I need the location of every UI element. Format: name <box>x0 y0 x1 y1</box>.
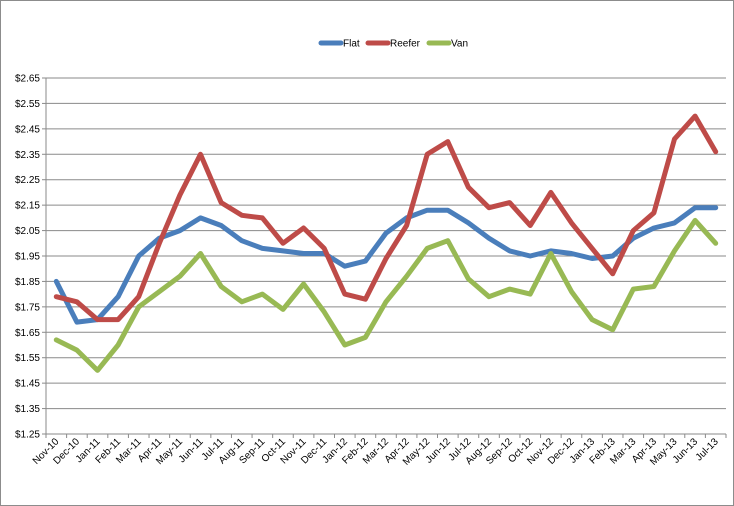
y-tick-label: $1.45 <box>15 379 40 390</box>
series-line-van <box>53 217 719 373</box>
y-tick-label: $1.75 <box>15 302 40 313</box>
y-axis-tick-labels: $2.65 $2.55 $2.45 $2.35 $2.25 $2.15 $2.05 $1.95… <box>15 74 40 441</box>
y-tick-label: $2.55 <box>15 99 40 110</box>
series-line-flat <box>53 205 719 325</box>
x-axis-tick-labels: Nov-10Dec-10Jan-11Feb-11Mar-11Apr-11May-… <box>31 436 721 468</box>
y-tick-label: $2.05 <box>15 226 40 237</box>
x-tick-label: Jul-13 <box>694 436 721 463</box>
y-tick-label: $2.35 <box>15 150 40 161</box>
series-lines <box>53 113 719 373</box>
legend-label-van: Van <box>451 39 468 50</box>
y-tick-label: $1.55 <box>15 353 40 364</box>
legend: Flat Reefer Van <box>318 39 468 50</box>
y-tick-label: $1.95 <box>15 252 40 263</box>
y-tick-label: $1.25 <box>15 430 40 441</box>
legend-label-reefer: Reefer <box>390 39 421 50</box>
y-tick-label: $1.35 <box>15 404 40 415</box>
axes <box>42 77 727 438</box>
series-line-reefer <box>53 113 719 323</box>
legend-label-flat: Flat <box>343 39 360 50</box>
y-tick-label: $2.15 <box>15 201 40 212</box>
grid-lines <box>46 77 726 435</box>
y-tick-label: $1.85 <box>15 277 40 288</box>
y-tick-label: $1.65 <box>15 328 40 339</box>
y-tick-label: $2.45 <box>15 124 40 135</box>
y-tick-label: $2.65 <box>15 74 40 85</box>
y-tick-label: $2.25 <box>15 175 40 186</box>
